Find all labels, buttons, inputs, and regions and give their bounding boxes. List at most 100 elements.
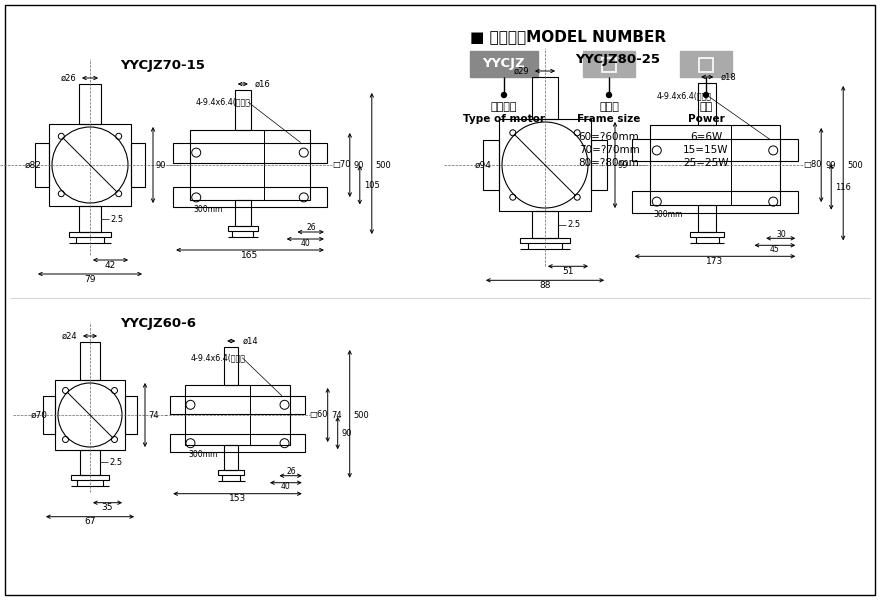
- Text: 500: 500: [354, 410, 370, 419]
- Bar: [185, 385, 290, 445]
- Text: 42: 42: [105, 260, 116, 269]
- Bar: [235, 200, 251, 226]
- Text: 40: 40: [300, 238, 310, 247]
- Text: 67: 67: [84, 517, 96, 526]
- Bar: [699, 58, 713, 72]
- Text: 165: 165: [241, 251, 259, 259]
- Bar: [483, 140, 499, 190]
- Text: ø70: ø70: [31, 410, 48, 419]
- Text: 4-9.4x6.4(长孔）: 4-9.4x6.4(长孔）: [196, 97, 251, 107]
- Text: Frame size: Frame size: [577, 114, 641, 124]
- Bar: [171, 396, 304, 414]
- Bar: [79, 206, 101, 232]
- Text: 机座号: 机座号: [599, 102, 619, 112]
- Bar: [235, 90, 251, 130]
- Bar: [131, 143, 145, 187]
- Text: YYCJZ80-25: YYCJZ80-25: [575, 52, 660, 65]
- Text: 105: 105: [363, 181, 379, 190]
- Text: ø94: ø94: [474, 160, 491, 169]
- Bar: [49, 124, 131, 206]
- Bar: [632, 191, 798, 212]
- Bar: [224, 445, 238, 470]
- Text: Type of motor: Type of motor: [463, 114, 545, 124]
- Bar: [650, 125, 780, 205]
- Text: 70=?70mm: 70=?70mm: [579, 145, 640, 155]
- Bar: [35, 143, 49, 187]
- Bar: [80, 342, 100, 380]
- Bar: [228, 226, 258, 231]
- Text: YYCJZ70-15: YYCJZ70-15: [120, 59, 205, 73]
- Text: 45: 45: [770, 245, 780, 254]
- Text: 74: 74: [332, 410, 342, 419]
- Bar: [632, 139, 798, 161]
- Text: 79: 79: [84, 275, 96, 283]
- Text: 30: 30: [777, 230, 787, 239]
- Text: ■ 型号命名MODEL NUMBER: ■ 型号命名MODEL NUMBER: [470, 29, 666, 44]
- Circle shape: [502, 92, 507, 97]
- Text: 2.5: 2.5: [109, 458, 122, 467]
- Text: 80=?80mm: 80=?80mm: [579, 158, 640, 168]
- Text: 51: 51: [562, 267, 574, 276]
- Text: ø29: ø29: [513, 67, 529, 76]
- Text: 74: 74: [148, 410, 158, 419]
- Text: 25=25W: 25=25W: [683, 158, 729, 168]
- Text: 116: 116: [835, 182, 851, 191]
- Bar: [173, 187, 326, 208]
- Text: Power: Power: [687, 114, 724, 124]
- Text: 500: 500: [376, 160, 392, 169]
- Bar: [690, 232, 724, 237]
- Text: 88: 88: [539, 281, 551, 290]
- Text: 90: 90: [341, 428, 352, 437]
- Text: □80: □80: [803, 160, 822, 169]
- Bar: [602, 58, 616, 72]
- Bar: [190, 130, 310, 200]
- Text: ø14: ø14: [242, 337, 258, 346]
- Text: 4-9.4x6.4(长孔）: 4-9.4x6.4(长孔）: [190, 353, 246, 362]
- Bar: [171, 434, 304, 452]
- Bar: [698, 83, 716, 125]
- Bar: [218, 470, 245, 475]
- Text: 60=?60mm: 60=?60mm: [579, 132, 640, 142]
- Bar: [71, 475, 109, 480]
- Bar: [43, 396, 55, 434]
- Text: 90: 90: [156, 160, 166, 169]
- Text: 26: 26: [306, 223, 316, 232]
- Text: 2.5: 2.5: [110, 214, 123, 223]
- Bar: [224, 347, 238, 385]
- Text: YYCJZ: YYCJZ: [483, 58, 525, 70]
- Bar: [79, 84, 101, 124]
- Text: 300mm: 300mm: [188, 450, 217, 459]
- Text: ø82: ø82: [25, 160, 41, 169]
- Bar: [532, 77, 558, 119]
- Text: YYCJZ60-6: YYCJZ60-6: [120, 317, 196, 331]
- Bar: [520, 238, 569, 244]
- Bar: [470, 51, 538, 77]
- Text: 40: 40: [281, 482, 290, 491]
- Text: 90: 90: [354, 160, 364, 169]
- Text: 173: 173: [707, 257, 723, 266]
- Text: ø18: ø18: [720, 73, 736, 82]
- Text: □60: □60: [310, 410, 328, 419]
- Text: 99: 99: [618, 160, 628, 169]
- Text: □70: □70: [332, 160, 350, 169]
- Text: 2.5: 2.5: [567, 220, 580, 229]
- Bar: [80, 450, 100, 475]
- Text: 26: 26: [287, 467, 296, 476]
- Bar: [532, 211, 558, 238]
- Text: 15=15W: 15=15W: [683, 145, 729, 155]
- Text: 6=6W: 6=6W: [690, 132, 722, 142]
- Bar: [680, 51, 732, 77]
- Circle shape: [703, 92, 708, 97]
- Bar: [173, 143, 326, 163]
- Bar: [55, 380, 125, 450]
- Text: ø24: ø24: [62, 331, 77, 340]
- Text: ø26: ø26: [60, 73, 76, 82]
- Text: 99: 99: [825, 160, 836, 169]
- Bar: [499, 119, 591, 211]
- Text: 300mm: 300mm: [194, 205, 223, 214]
- Circle shape: [606, 92, 612, 97]
- Text: 500: 500: [847, 160, 863, 169]
- Bar: [583, 51, 635, 77]
- Bar: [125, 396, 137, 434]
- Text: 电机类别: 电机类别: [491, 102, 517, 112]
